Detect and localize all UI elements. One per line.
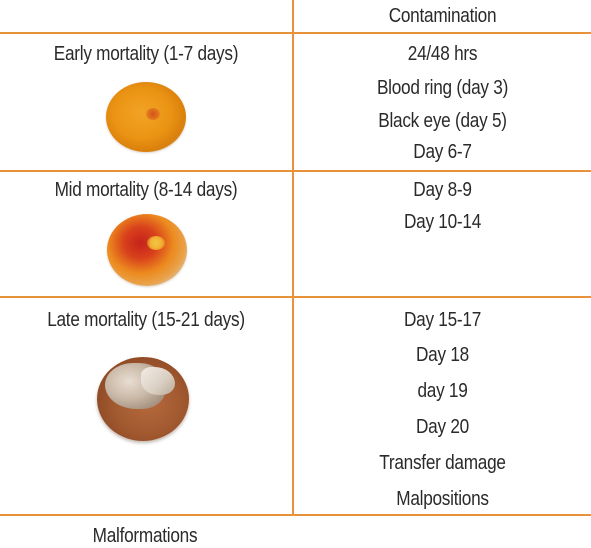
late-period-2: Day 18 bbox=[416, 344, 469, 366]
early-period-2: Blood ring (day 3) bbox=[376, 77, 509, 99]
row-divider-late bbox=[0, 514, 591, 516]
mid-mortality-label: Mid mortality (8-14 days) bbox=[54, 179, 238, 201]
late-period-1: Day 15-17 bbox=[403, 309, 482, 331]
shell-fragment bbox=[141, 367, 175, 395]
early-period-1: 24/48 hrs bbox=[407, 43, 478, 65]
contamination-header: Contamination bbox=[388, 5, 497, 27]
column-divider bbox=[292, 0, 294, 516]
mid-period-1: Day 8-9 bbox=[413, 179, 472, 201]
early-period-4: Day 6-7 bbox=[413, 141, 472, 163]
row-divider-header bbox=[0, 32, 591, 34]
row-divider-early bbox=[0, 170, 591, 172]
embryo-spot bbox=[147, 236, 165, 250]
late-period-3: day 19 bbox=[417, 380, 468, 402]
early-mortality-label: Early mortality (1-7 days) bbox=[53, 43, 239, 65]
early-period-3: Black eye (day 5) bbox=[378, 110, 507, 132]
late-period-6: Malpositions bbox=[396, 488, 489, 510]
late-embryo-egg-photo bbox=[97, 357, 189, 441]
malformations-label: Malformations bbox=[92, 525, 198, 547]
mid-embryo-egg-photo bbox=[107, 214, 187, 286]
mid-period-2: Day 10-14 bbox=[403, 211, 482, 233]
late-period-4: Day 20 bbox=[416, 416, 469, 438]
row-divider-mid bbox=[0, 296, 591, 298]
embryo-spot bbox=[146, 108, 160, 120]
late-period-5: Transfer damage bbox=[379, 452, 506, 474]
early-embryo-egg-photo bbox=[106, 82, 186, 152]
late-mortality-label: Late mortality (15-21 days) bbox=[47, 309, 245, 331]
